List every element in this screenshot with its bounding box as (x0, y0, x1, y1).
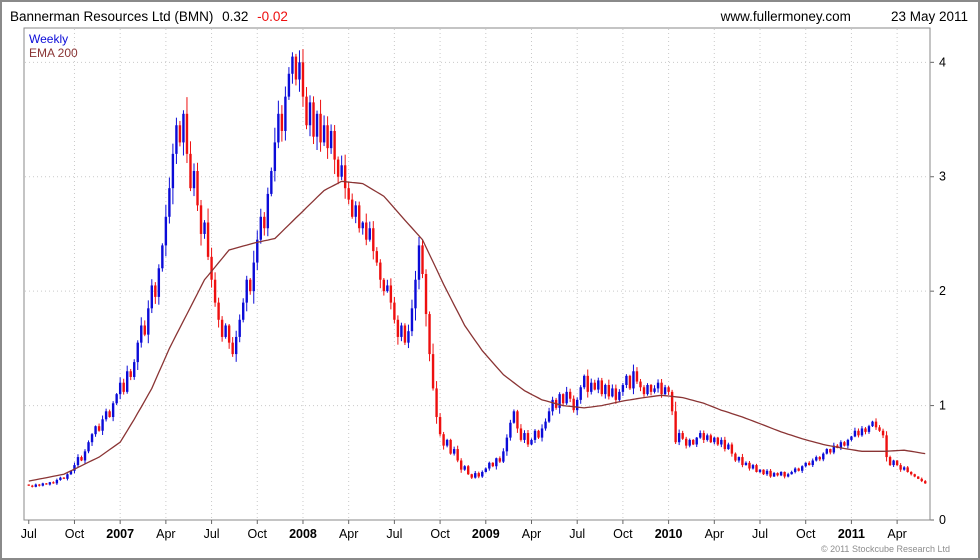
svg-text:Jul: Jul (386, 527, 402, 541)
svg-text:Apr: Apr (887, 527, 906, 541)
legend-ema: EMA 200 (29, 46, 78, 60)
svg-text:0: 0 (939, 513, 946, 527)
svg-text:Jul: Jul (752, 527, 768, 541)
svg-text:Apr: Apr (705, 527, 724, 541)
svg-text:Oct: Oct (613, 527, 633, 541)
svg-text:2010: 2010 (655, 527, 683, 541)
chart-header: Bannerman Resources Ltd (BMN) 0.32 -0.02… (2, 2, 978, 28)
instrument-title: Bannerman Resources Ltd (BMN) 0.32 -0.02 (10, 9, 293, 24)
svg-text:Oct: Oct (248, 527, 268, 541)
company-name: Bannerman Resources Ltd (BMN) (10, 9, 214, 24)
svg-text:2007: 2007 (106, 527, 134, 541)
svg-text:Oct: Oct (796, 527, 816, 541)
svg-text:Jul: Jul (569, 527, 585, 541)
svg-text:1: 1 (939, 399, 946, 413)
svg-text:Oct: Oct (430, 527, 450, 541)
svg-text:2011: 2011 (838, 527, 865, 541)
legend-weekly: Weekly (29, 32, 69, 46)
last-price: 0.32 (222, 9, 249, 24)
date-label: 23 May 2011 (890, 9, 968, 24)
svg-text:Apr: Apr (156, 527, 175, 541)
svg-text:2008: 2008 (289, 527, 317, 541)
svg-text:3: 3 (939, 170, 946, 184)
svg-text:Jul: Jul (21, 527, 37, 541)
svg-text:Jul: Jul (204, 527, 220, 541)
price-change: -0.02 (257, 9, 288, 24)
svg-text:4: 4 (939, 55, 946, 69)
header-meta: www.fullermoney.com 23 May 2011 (721, 9, 968, 24)
svg-text:2: 2 (939, 284, 946, 298)
copyright-notice: © 2011 Stockcube Research Ltd (820, 544, 950, 554)
svg-text:2009: 2009 (472, 527, 500, 541)
svg-text:Apr: Apr (522, 527, 541, 541)
svg-text:Apr: Apr (339, 527, 358, 541)
website-label: www.fullermoney.com (720, 9, 851, 24)
svg-text:Oct: Oct (65, 527, 85, 541)
